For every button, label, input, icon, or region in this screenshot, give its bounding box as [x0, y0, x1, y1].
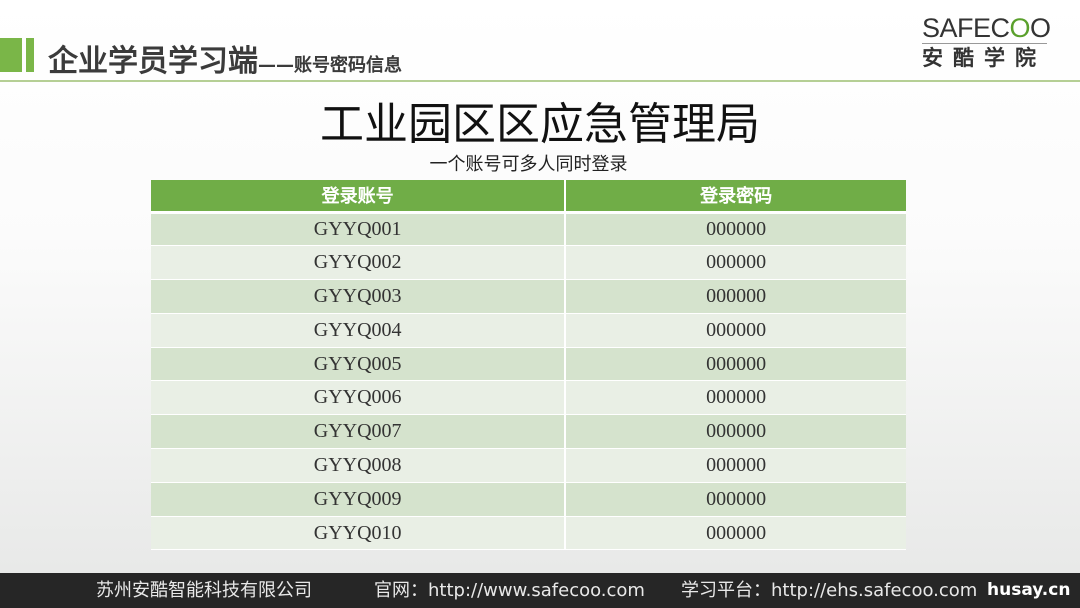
- account-cell: GYYQ004: [151, 313, 567, 348]
- account-cell: GYYQ001: [151, 212, 567, 247]
- accent-bar-thin: [26, 38, 34, 72]
- slide-header: 企业学员学习端——账号密码信息: [48, 36, 402, 80]
- password-cell: 000000: [565, 347, 906, 382]
- globe-icon: O: [1009, 13, 1031, 43]
- table-header-row: 登录账号 登录密码: [151, 180, 906, 214]
- password-cell: 000000: [565, 279, 906, 314]
- header-title: 企业学员学习端: [48, 44, 258, 79]
- footer: 苏州安酷智能科技有限公司 官网：http://www.safecoo.com 学…: [0, 573, 1080, 608]
- logo-wordmark: SAFECOO: [922, 13, 1051, 43]
- table-row: GYYQ010 000000: [151, 516, 906, 551]
- account-cell: GYYQ002: [151, 245, 567, 281]
- account-cell: GYYQ005: [151, 347, 567, 382]
- table-row: GYYQ002 000000: [151, 245, 906, 281]
- watermark: husay.cn: [987, 580, 1071, 600]
- page-title: 工业园区区应急管理局: [320, 99, 760, 150]
- account-cell: GYYQ009: [151, 482, 567, 517]
- footer-platform: 学习平台：http://ehs.safecoo.com: [681, 580, 978, 601]
- table-row: GYYQ007 000000: [151, 414, 906, 450]
- account-cell: GYYQ006: [151, 380, 567, 416]
- table-row: GYYQ006 000000: [151, 380, 906, 416]
- table-body: GYYQ001 000000 GYYQ002 000000 GYYQ003 000000 G…: [151, 212, 906, 551]
- logo-text-prefix: SAFEC: [922, 13, 1010, 43]
- password-cell: 000000: [565, 482, 906, 517]
- column-header-account: 登录账号: [151, 180, 567, 214]
- account-cell: GYYQ003: [151, 279, 567, 314]
- column-header-password: 登录密码: [565, 180, 906, 214]
- table-row: GYYQ005 000000: [151, 347, 906, 382]
- password-cell: 000000: [565, 313, 906, 348]
- header-divider: [0, 80, 1080, 82]
- table-row: GYYQ001 000000: [151, 212, 906, 247]
- table-row: GYYQ008 000000: [151, 448, 906, 483]
- footer-website: 官网：http://www.safecoo.com: [374, 580, 645, 601]
- table-row: GYYQ003 000000: [151, 279, 906, 314]
- account-cell: GYYQ010: [151, 516, 567, 551]
- table-row: GYYQ004 000000: [151, 313, 906, 348]
- account-cell: GYYQ007: [151, 414, 567, 450]
- safecoo-logo: SAFECOO 安酷学院: [922, 13, 1051, 71]
- login-note: 一个账号可多人同时登录: [429, 154, 628, 175]
- table-row: GYYQ009 000000: [151, 482, 906, 517]
- logo-text-suffix: O: [1030, 13, 1051, 43]
- account-cell: GYYQ008: [151, 448, 567, 483]
- accent-bar: [0, 38, 22, 72]
- logo-divider: [922, 43, 1047, 44]
- footer-company: 苏州安酷智能科技有限公司: [96, 580, 312, 601]
- header-subtitle: ——账号密码信息: [258, 55, 402, 76]
- password-cell: 000000: [565, 212, 906, 247]
- password-cell: 000000: [565, 414, 906, 450]
- password-cell: 000000: [565, 380, 906, 416]
- password-cell: 000000: [565, 448, 906, 483]
- logo-chinese-name: 安酷学院: [922, 46, 1046, 70]
- password-cell: 000000: [565, 245, 906, 281]
- account-table: 登录账号 登录密码 GYYQ001 000000 GYYQ002 000000 GYYQ…: [151, 180, 906, 551]
- password-cell: 000000: [565, 516, 906, 551]
